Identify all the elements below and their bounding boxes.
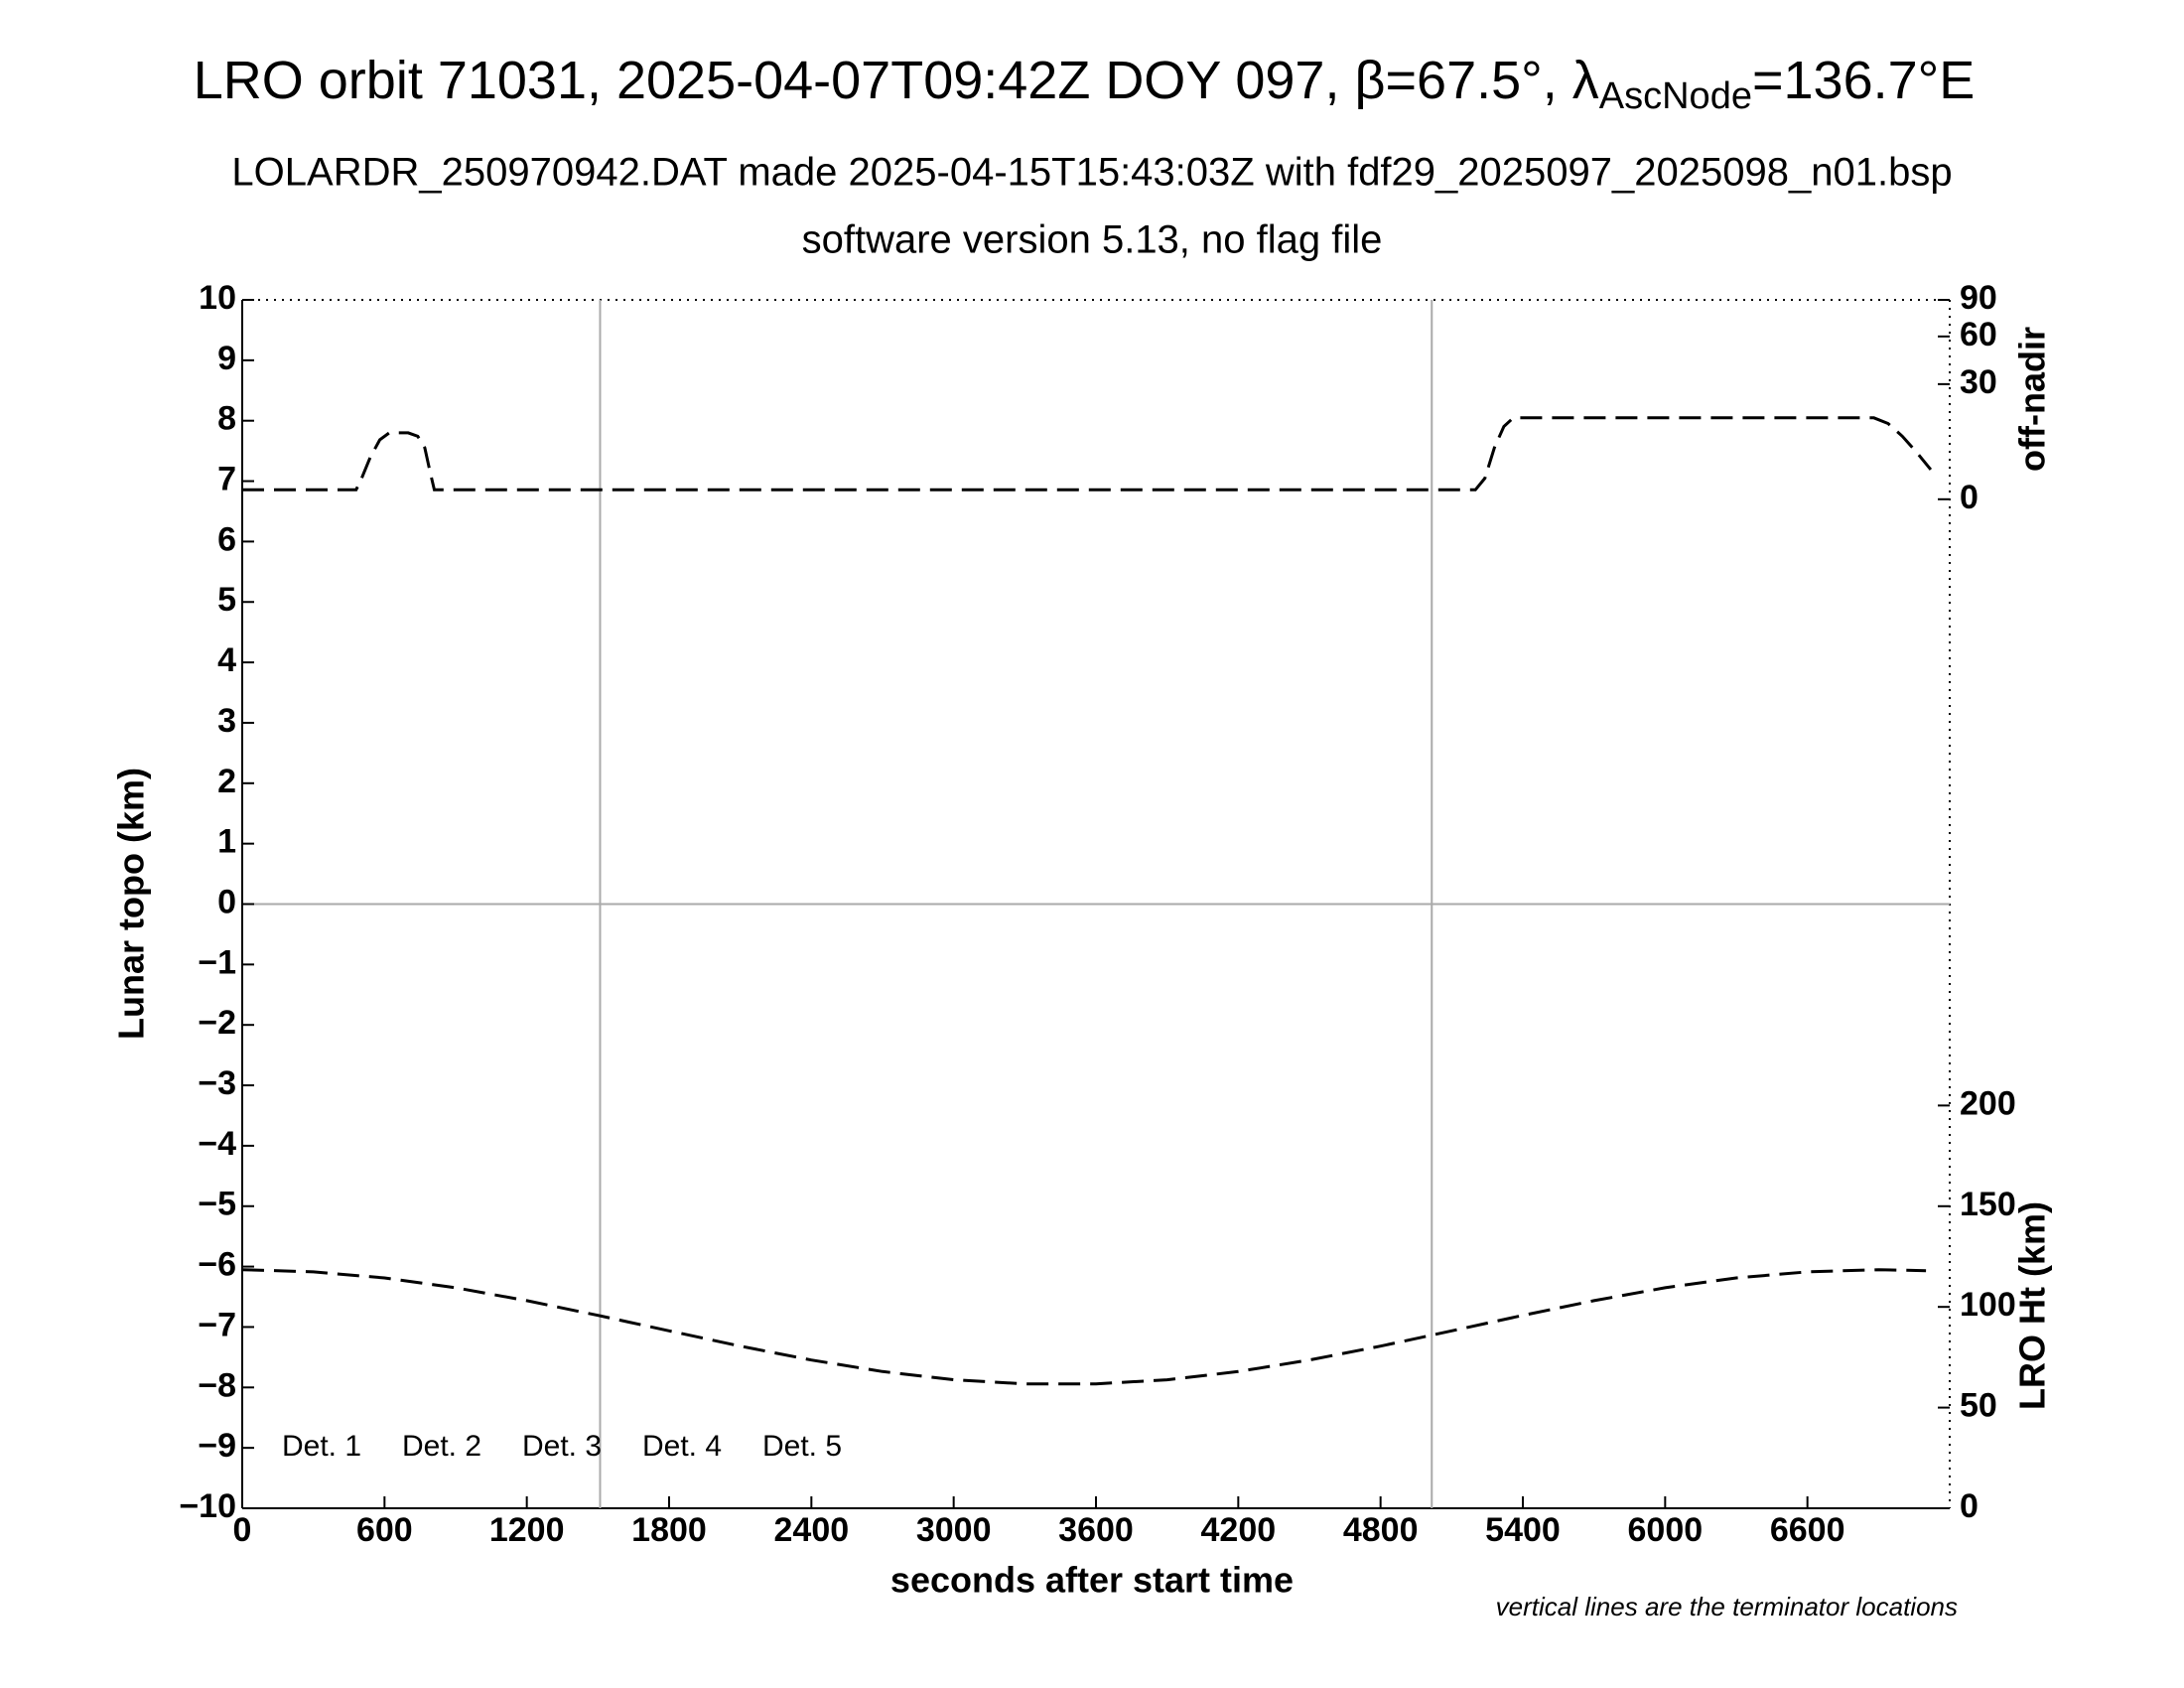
legend-entry: Det. 5 — [762, 1430, 842, 1463]
ht-tick-label: 0 — [1960, 1487, 1979, 1525]
y-tick-label: 8 — [217, 400, 236, 438]
off-nadir-label: off-nadir — [2012, 327, 2053, 472]
y-tick-label: −5 — [198, 1186, 236, 1223]
y-tick-label: −8 — [198, 1366, 236, 1404]
y-tick-label: −4 — [198, 1125, 236, 1163]
nadir-tick-label: 60 — [1960, 316, 1997, 353]
nadir-tick-label: 0 — [1960, 479, 1979, 516]
x-tick-label: 1200 — [489, 1511, 565, 1549]
ht-label: LRO Ht (km) — [2012, 1201, 2053, 1410]
series-line — [241, 1268, 1927, 1386]
nadir-tick-label: 30 — [1960, 363, 1997, 401]
y-tick-label: 7 — [217, 461, 236, 498]
legend-entry: Det. 4 — [642, 1430, 722, 1463]
y-tick-label: 9 — [217, 340, 236, 377]
subtitle: software version 5.13, no flag file — [802, 218, 1383, 262]
x-tick-label: 6600 — [1770, 1511, 1845, 1549]
y-tick-label: 0 — [217, 883, 236, 920]
y-tick-label: 6 — [217, 520, 236, 558]
y-tick-label: 5 — [217, 581, 236, 619]
y-tick-label: −3 — [198, 1064, 236, 1102]
x-tick-label: 600 — [356, 1511, 413, 1549]
legend-entry: Det. 2 — [402, 1430, 481, 1463]
y-tick-label: −10 — [179, 1487, 236, 1525]
legend-entry: Det. 3 — [522, 1430, 602, 1463]
chart-title: LRO orbit 71031, 2025-04-07T09:42Z DOY 0… — [194, 51, 1976, 117]
y-tick-label: 4 — [217, 641, 236, 679]
ht-tick-label: 100 — [1960, 1286, 2016, 1324]
ht-tick-label: 50 — [1960, 1387, 1997, 1425]
title-part: =136.7°E — [1752, 51, 1975, 110]
x-axis-label: seconds after start time — [890, 1560, 1294, 1601]
y-axis-label: Lunar topo (km) — [111, 768, 152, 1040]
x-tick-label: 6000 — [1628, 1511, 1704, 1549]
y-tick-label: 3 — [217, 702, 236, 740]
subtitle: LOLARDR_250970942.DAT made 2025-04-15T15… — [231, 151, 1952, 195]
x-tick-label: 0 — [233, 1511, 252, 1549]
nadir-tick-label: 90 — [1960, 279, 1997, 317]
x-tick-label: 4800 — [1343, 1511, 1419, 1549]
y-tick-label: 10 — [199, 279, 236, 317]
y-tick-label: −6 — [198, 1246, 236, 1284]
x-tick-label: 3600 — [1058, 1511, 1134, 1549]
y-tick-label: −7 — [198, 1306, 236, 1343]
y-tick-label: 1 — [217, 823, 236, 861]
x-tick-label: 3000 — [916, 1511, 992, 1549]
series-line — [242, 416, 1933, 492]
title-part: LRO orbit 71031, 2025-04-07T09:42Z DOY 0… — [194, 51, 1599, 110]
x-tick-label: 1800 — [631, 1511, 707, 1549]
legend-entry: Det. 1 — [282, 1430, 361, 1463]
y-tick-label: −1 — [198, 943, 236, 981]
x-tick-label: 4200 — [1201, 1511, 1277, 1549]
y-tick-label: −2 — [198, 1004, 236, 1042]
ht-tick-label: 200 — [1960, 1084, 2016, 1122]
title-subscript: AscNode — [1599, 75, 1752, 117]
y-tick-label: 2 — [217, 763, 236, 800]
note: vertical lines are the terminator locati… — [1496, 1592, 1958, 1621]
x-tick-label: 5400 — [1485, 1511, 1561, 1549]
x-tick-label: 2400 — [774, 1511, 850, 1549]
y-tick-label: −9 — [198, 1427, 236, 1465]
ht-tick-label: 150 — [1960, 1186, 2016, 1223]
